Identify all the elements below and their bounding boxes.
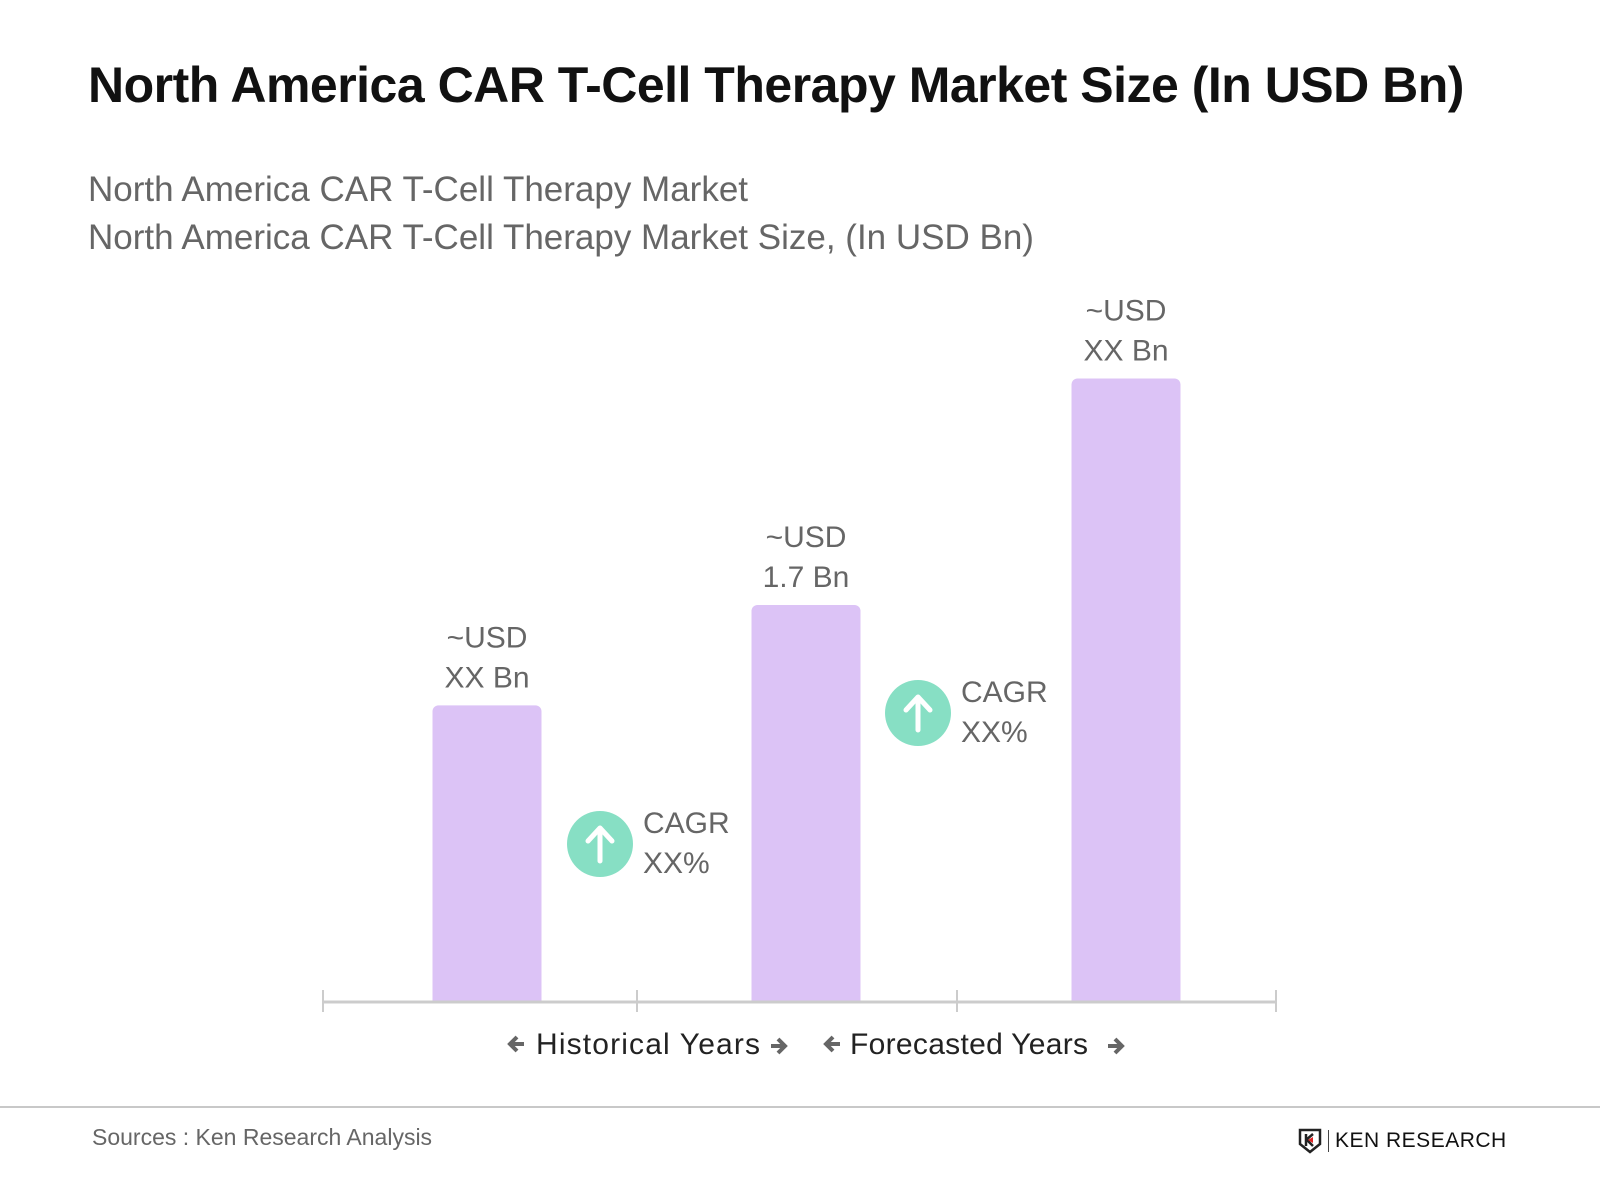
left-arrow-icon [507, 1035, 524, 1053]
chart-subtitle-1: North America CAR T-Cell Therapy Market [88, 170, 749, 209]
source-note: Sources : Ken Research Analysis [92, 1124, 433, 1150]
arrow-up-glyph [585, 825, 615, 864]
bar [432, 705, 542, 1002]
bar-base [1071, 994, 1181, 1002]
bar [751, 605, 861, 1002]
cagr-label: XX% [961, 716, 1028, 749]
data-label: ~USD [766, 521, 847, 554]
cagr-label: CAGR [643, 807, 730, 840]
chart-subtitle-2: North America CAR T-Cell Therapy Market … [88, 218, 1034, 257]
footer-divider [0, 1106, 1600, 1108]
logo-text: KEN RESEARCH [1335, 1129, 1507, 1152]
data-label: ~USD [1086, 294, 1167, 327]
logo-shield-icon [1298, 1128, 1322, 1154]
bar-base [751, 994, 861, 1002]
data-label: XX Bn [444, 661, 529, 694]
left-arrow-icon [823, 1035, 840, 1053]
data-label: XX Bn [1083, 334, 1168, 367]
bar-base [432, 994, 542, 1002]
arrow-up-glyph [903, 694, 933, 733]
right-arrow-icon [1108, 1037, 1125, 1055]
cagr-label: CAGR [961, 676, 1048, 709]
cagr-label: XX% [643, 847, 710, 880]
data-label: 1.7 Bn [763, 561, 850, 594]
bar [1071, 378, 1181, 1003]
data-label: ~USD [447, 621, 528, 654]
period-label: Forecasted Years [850, 1028, 1088, 1061]
chart-title: North America CAR T-Cell Therapy Market … [88, 57, 1464, 113]
period-label: Historical Years [536, 1028, 760, 1061]
right-arrow-icon [771, 1037, 788, 1055]
ken-research-logo: KEN RESEARCH [1298, 1128, 1507, 1154]
